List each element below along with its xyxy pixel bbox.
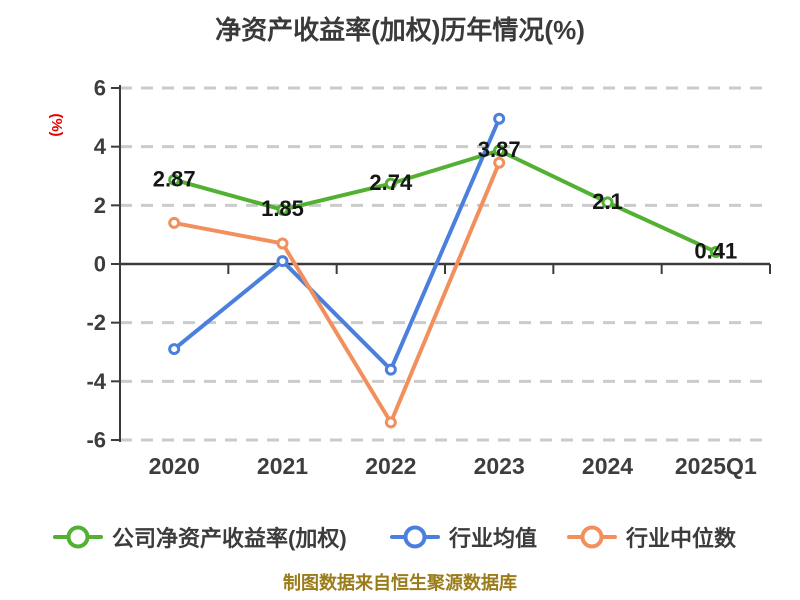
y-tick-label: -4 [86, 369, 106, 394]
y-tick-label: 4 [94, 134, 107, 159]
data-source-note: 制图数据来自恒生聚源数据库 [283, 573, 517, 593]
x-tick-label: 2022 [365, 453, 416, 479]
series-line-0 [172, 148, 718, 254]
legend-dot-icon [403, 525, 427, 549]
legend-label-company: 公司净资产收益率(加权) [112, 526, 347, 551]
data-point-marker-series0[interactable] [493, 144, 506, 157]
legend-marker-median-icon [567, 523, 617, 551]
series-line-1 [172, 116, 502, 372]
data-point-marker-series2[interactable] [493, 156, 506, 169]
x-tick-label: 2021 [257, 453, 308, 479]
legend-item-company-roe[interactable]: 公司净资产收益率(加权) [53, 523, 347, 551]
data-point-marker-series0[interactable] [601, 196, 614, 209]
y-tick-label: 6 [94, 76, 106, 101]
data-point-marker-series0[interactable] [384, 177, 397, 190]
x-tick-label: 2024 [582, 453, 633, 479]
legend-dot-icon [66, 525, 90, 549]
data-point-marker-series0[interactable] [168, 173, 181, 186]
legend-item-industry-median[interactable]: 行业中位数 [567, 523, 736, 551]
legend-dot-icon [580, 525, 604, 549]
data-point-label: 1.85 [261, 196, 304, 221]
data-point-marker-series1[interactable] [493, 112, 506, 125]
x-tick-label: 2023 [474, 453, 525, 479]
data-point-label: 2.87 [153, 166, 196, 191]
data-point-marker-series2[interactable] [276, 237, 289, 250]
y-tick-label: 2 [94, 193, 106, 218]
legend-item-industry-mean[interactable]: 行业均值 [390, 523, 537, 551]
series-line-2 [172, 160, 502, 425]
data-point-label: 3.87 [478, 137, 521, 162]
data-point-marker-series2[interactable] [384, 416, 397, 429]
data-point-marker-series1[interactable] [384, 363, 397, 376]
data-point-label: 0.41 [694, 238, 737, 263]
chart-title: 净资产收益率(加权)历年情况(%) [215, 15, 585, 45]
y-tick-label: 0 [94, 252, 106, 277]
y-tick-label: -2 [86, 310, 106, 335]
data-point-marker-series0[interactable] [709, 245, 722, 258]
data-point-marker-series1[interactable] [276, 255, 289, 268]
data-point-marker-series1[interactable] [168, 343, 181, 356]
legend-label-industry-median: 行业中位数 [626, 526, 737, 551]
data-point-label: 2.74 [369, 170, 413, 195]
x-tick-label: 2025Q1 [675, 453, 757, 479]
legend-marker-company-icon [53, 523, 103, 551]
data-point-marker-series2[interactable] [168, 216, 181, 229]
data-point-marker-series0[interactable] [276, 203, 289, 216]
legend-marker-mean-icon [390, 523, 440, 551]
y-tick-label: -6 [86, 427, 106, 452]
data-point-label: 2.1 [592, 189, 623, 214]
legend-label-industry-mean: 行业均值 [449, 526, 538, 551]
x-tick-label: 2020 [149, 453, 200, 479]
